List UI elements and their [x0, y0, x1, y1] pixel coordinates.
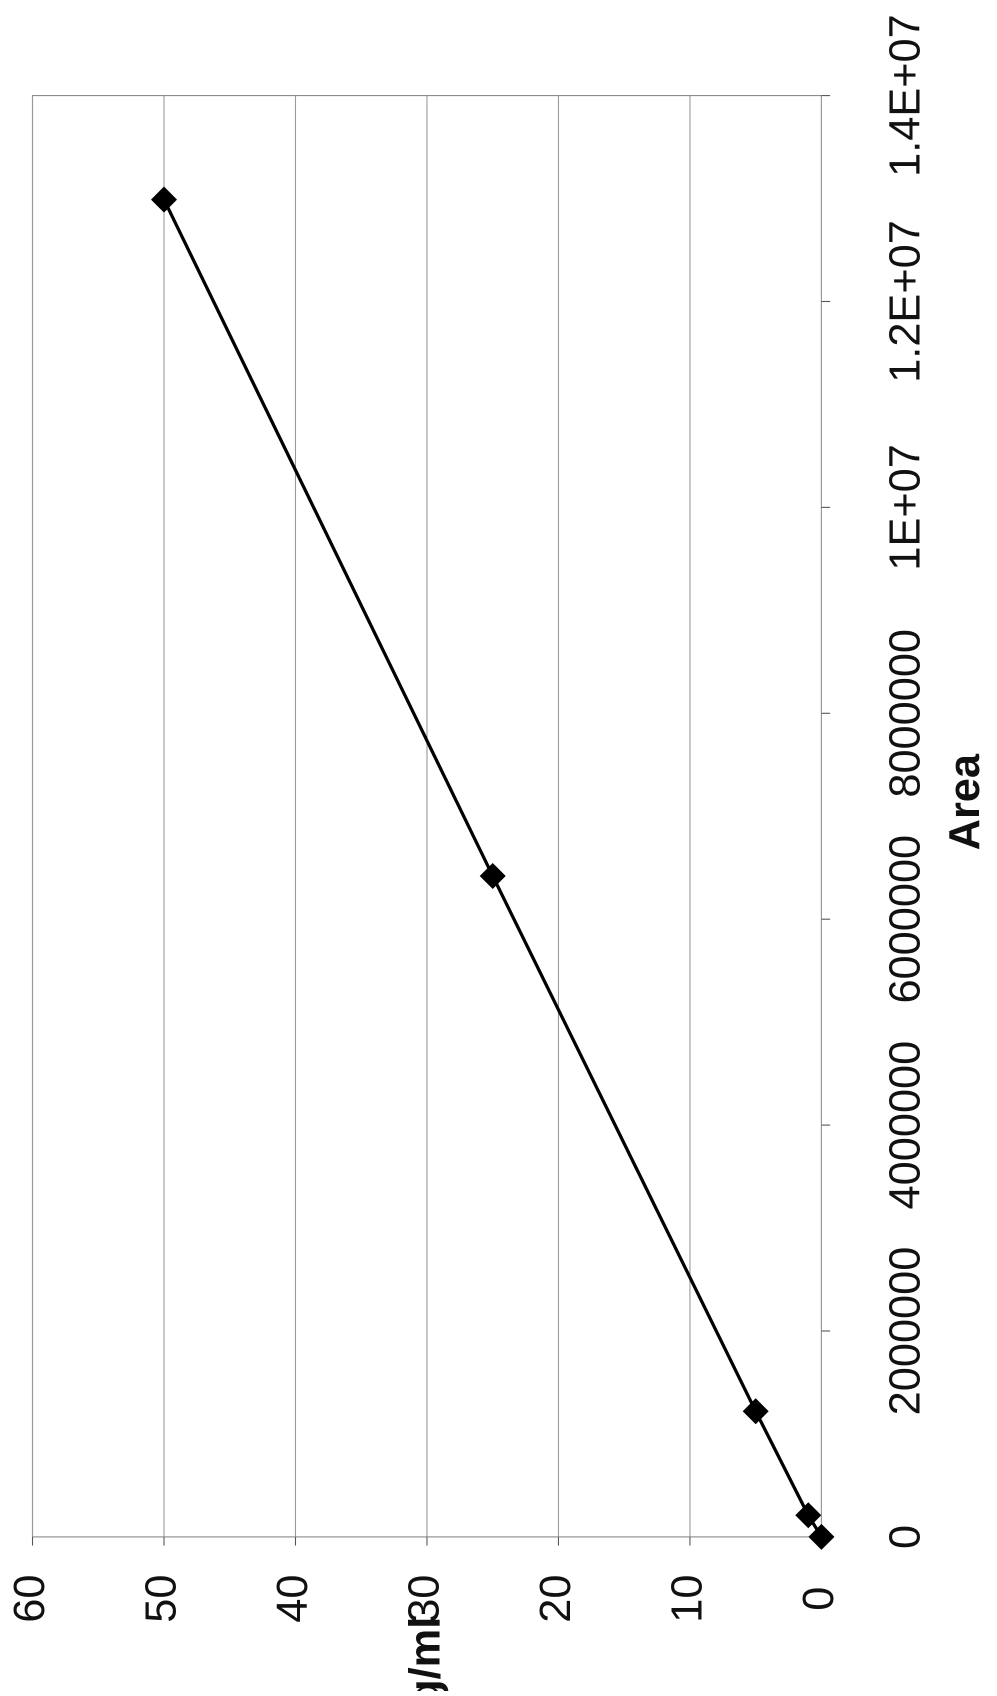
data-point [150, 186, 178, 213]
y-tick-label: 50 [137, 1575, 185, 1623]
x-tick-label: 2000000 [882, 1247, 930, 1416]
data-point [479, 862, 506, 889]
y-tick-label: 10 [663, 1575, 711, 1623]
x-tick-label: 6000000 [882, 835, 930, 1004]
x-tick-label: 1.2E+07 [882, 220, 930, 383]
data-point [795, 1502, 822, 1529]
x-tick-label: 1.4E+07 [882, 14, 930, 177]
x-tick-label: 8000000 [882, 629, 930, 798]
x-axis-label: Area [941, 753, 989, 850]
data-point [742, 1398, 769, 1425]
y-tick-label: 0 [795, 1587, 843, 1611]
y-tick-label: 40 [269, 1575, 317, 1623]
x-tick-label: 1E+07 [882, 444, 930, 570]
y-tick-label: 60 [6, 1575, 54, 1623]
y-tick-label: 30 [400, 1575, 448, 1623]
y-axis-label: ng/ml [402, 1617, 450, 1691]
x-tick-label: 4000000 [882, 1041, 930, 1210]
x-tick-label: 0 [882, 1525, 930, 1549]
data-point [808, 1523, 835, 1550]
y-tick-label: 20 [532, 1575, 580, 1623]
